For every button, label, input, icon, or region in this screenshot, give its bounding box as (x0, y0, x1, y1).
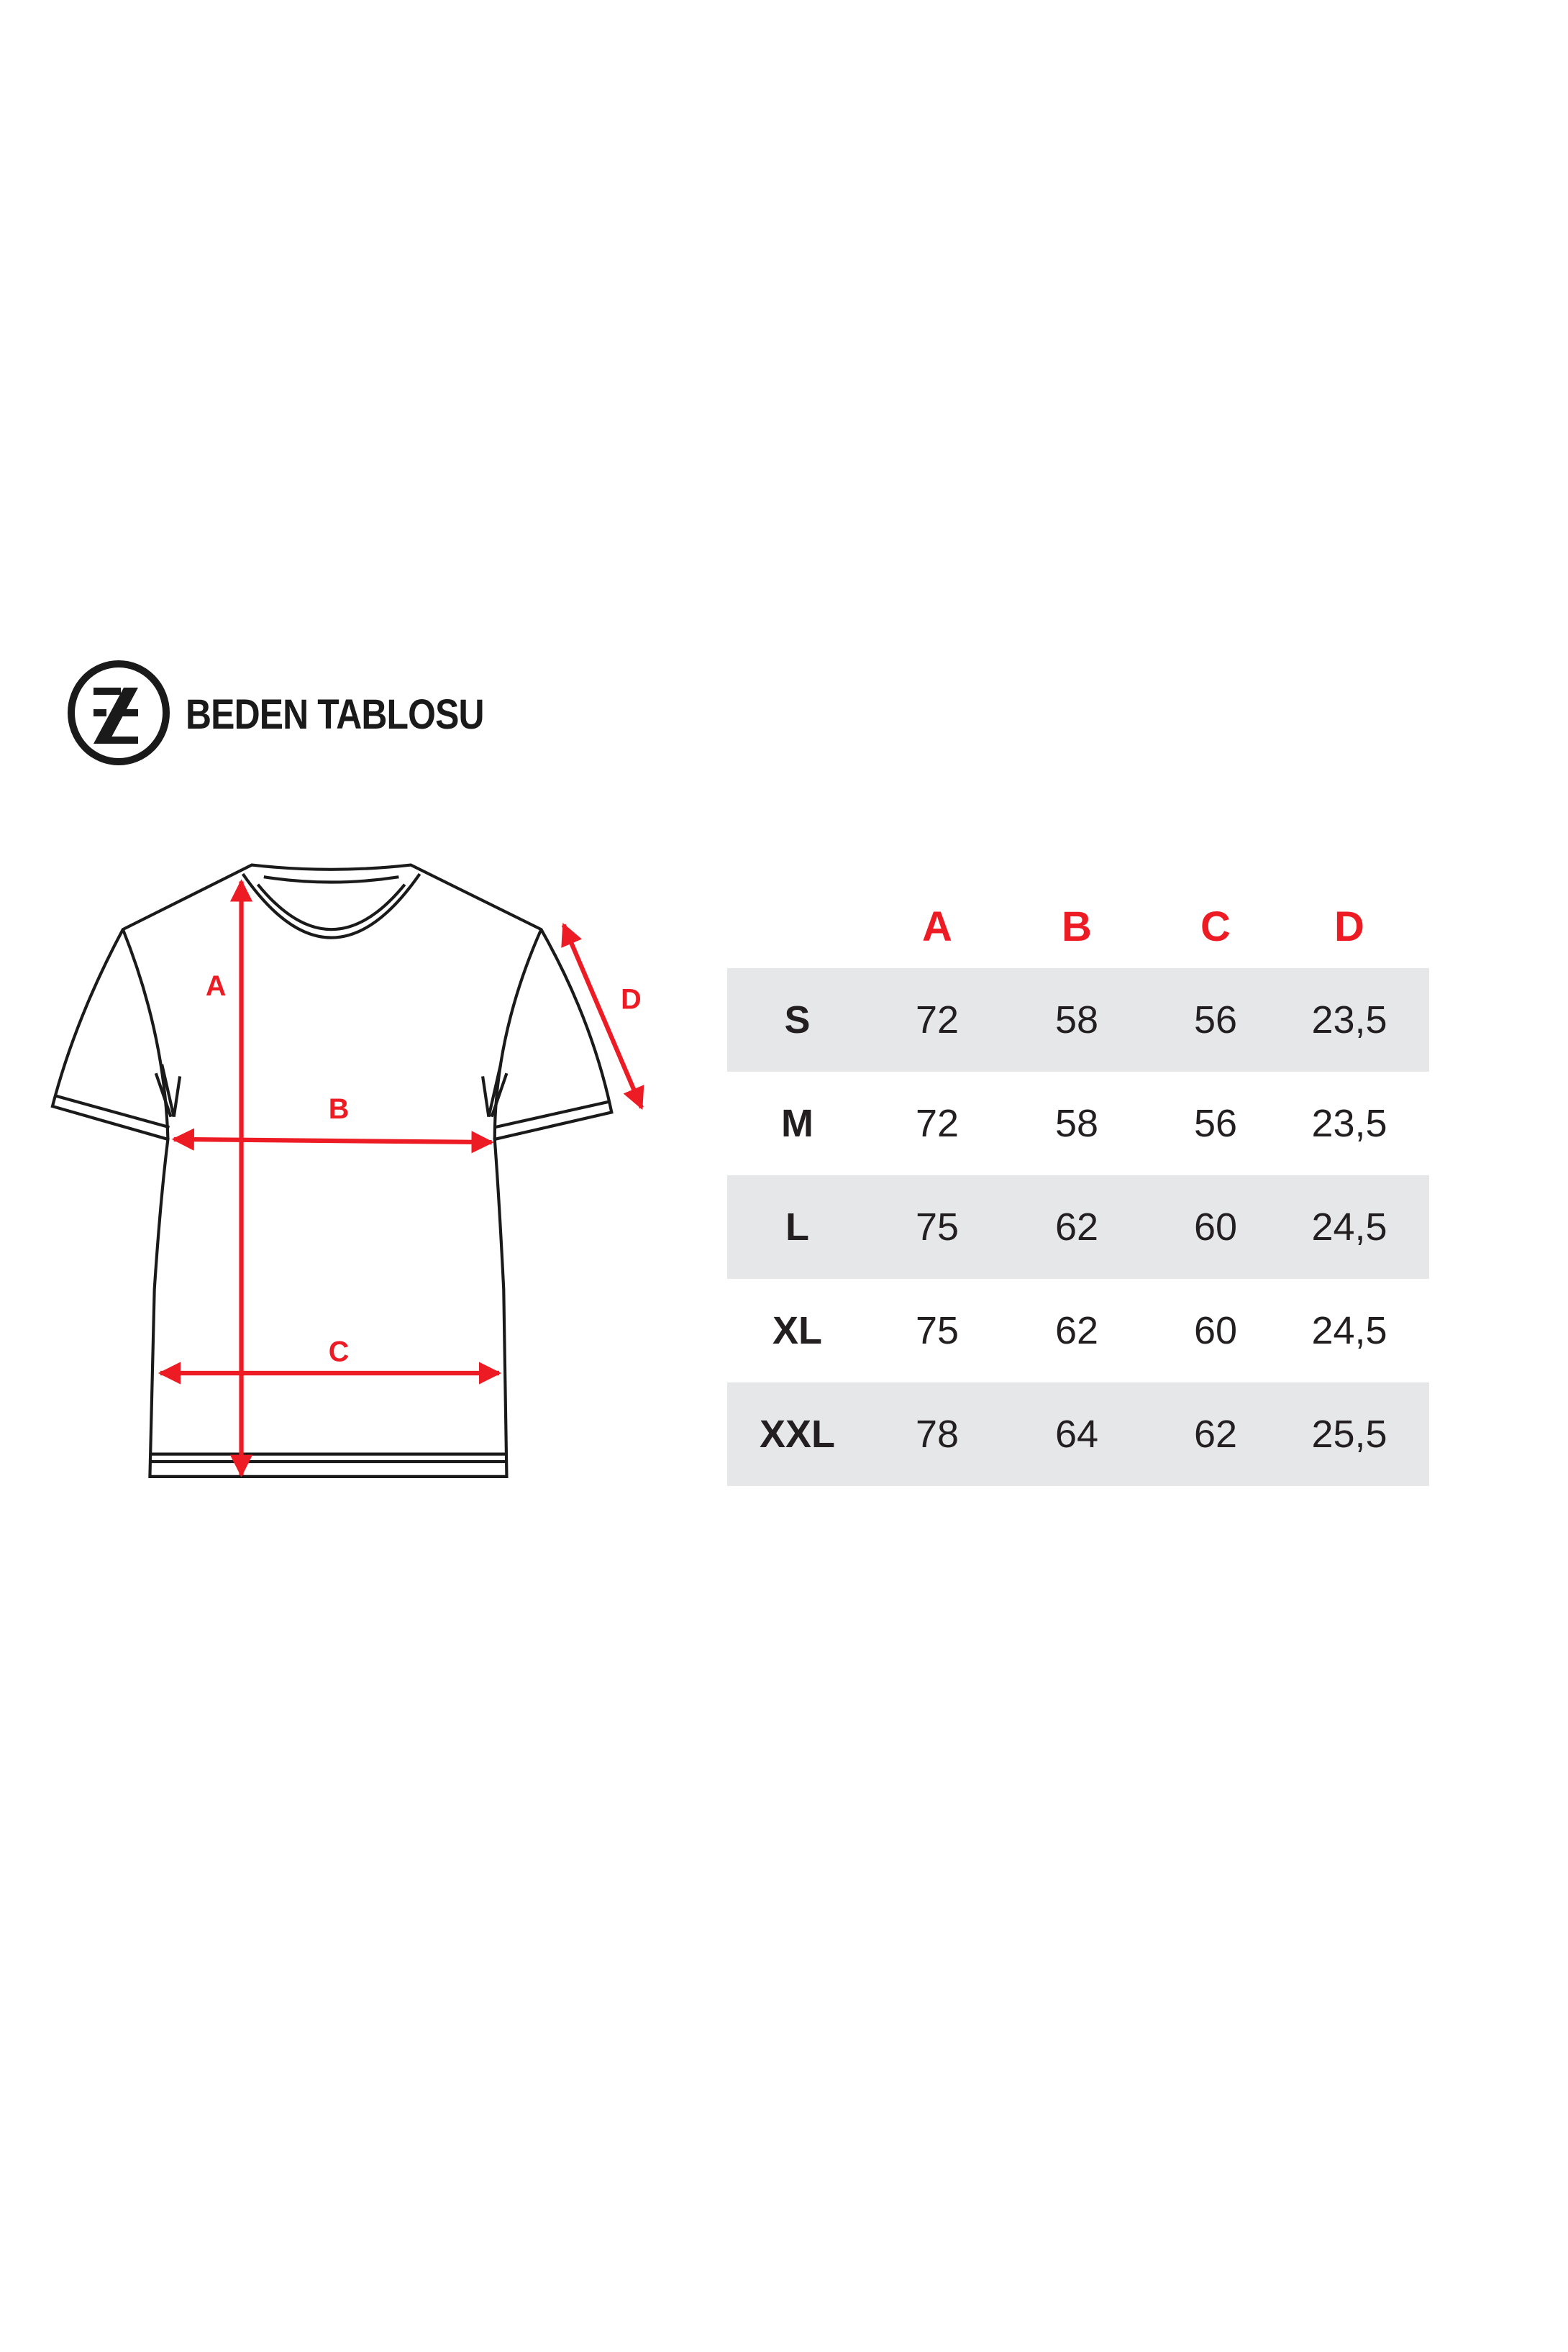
table-row: XXL 78 64 62 25,5 (727, 1382, 1429, 1486)
measurement-cell: 56 (1193, 998, 1238, 1041)
measurement-cell: 24,5 (1311, 1309, 1387, 1352)
column-header: A (922, 903, 952, 950)
measurement-arrows (158, 879, 644, 1477)
size-label: XL (772, 1309, 822, 1352)
arrow-b (171, 1128, 494, 1154)
measurement-cell: 23,5 (1311, 998, 1387, 1041)
table-row: S 72 58 56 23,5 (727, 968, 1429, 1072)
page-title: BEDEN TABLOSU (186, 691, 485, 738)
table-header: A B C D (727, 885, 1429, 968)
measurement-cell: 60 (1193, 1205, 1238, 1249)
size-table: A B C D S 72 58 56 23,5 M 72 58 56 23,5 L 75 62 60 24,… (727, 885, 1429, 1486)
arrow-d (561, 923, 644, 1111)
table-row: M 72 58 56 23,5 (727, 1072, 1429, 1175)
size-label: XXL (759, 1413, 836, 1456)
table-row: L 75 62 60 24,5 (727, 1175, 1429, 1279)
size-label: M (781, 1102, 813, 1145)
measurement-cell: 25,5 (1311, 1413, 1387, 1456)
measurement-cell: 23,5 (1311, 1102, 1387, 1145)
tshirt-outline (50, 863, 614, 1478)
size-label: S (784, 998, 811, 1041)
table-row: XL 75 62 60 24,5 (727, 1279, 1429, 1382)
column-header: D (1334, 903, 1364, 950)
column-header: B (1062, 903, 1092, 950)
label-c: C (329, 1336, 350, 1367)
label-a: A (206, 970, 227, 1002)
size-label: L (785, 1205, 809, 1249)
measurement-cell: 58 (1054, 998, 1099, 1041)
column-header: C (1200, 903, 1231, 950)
measurement-cell: 62 (1054, 1205, 1099, 1249)
measurement-cell: 62 (1054, 1309, 1099, 1352)
measurement-cell: 56 (1193, 1102, 1238, 1145)
measurement-cell: 72 (915, 1102, 960, 1145)
brand-logo (68, 660, 170, 765)
measurement-cell: 78 (915, 1413, 960, 1456)
measurement-cell: 64 (1054, 1413, 1099, 1456)
measurement-cell: 60 (1193, 1309, 1238, 1352)
measurement-cell: 72 (915, 998, 960, 1041)
measurement-cell: 58 (1054, 1102, 1099, 1145)
measurement-cell: 62 (1193, 1413, 1238, 1456)
label-b: B (329, 1093, 350, 1125)
measurement-cell: 75 (915, 1309, 960, 1352)
measurement-cell: 24,5 (1311, 1205, 1387, 1249)
label-d: D (621, 984, 642, 1016)
measurement-cell: 75 (915, 1205, 960, 1249)
